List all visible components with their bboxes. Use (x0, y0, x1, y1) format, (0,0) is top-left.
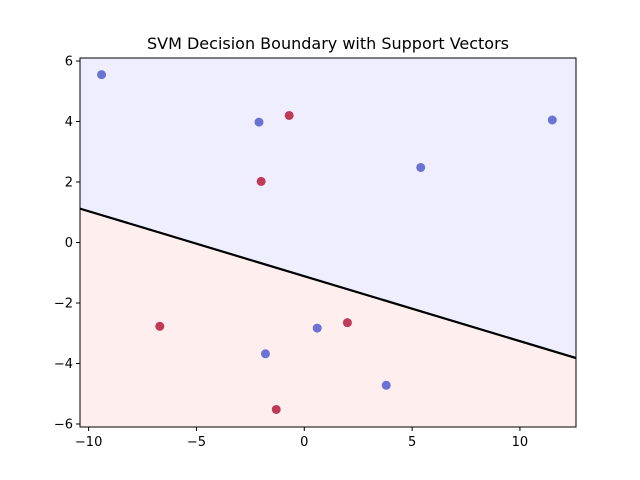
y-tick-label: −4 (54, 357, 73, 372)
y-tick-label: 2 (65, 176, 73, 191)
x-tick-label: 10 (512, 435, 529, 450)
data-point (416, 162, 426, 172)
chart-title: SVM Decision Boundary with Support Vecto… (147, 34, 509, 53)
data-point (97, 70, 107, 80)
data-point (254, 117, 264, 127)
data-point (284, 110, 294, 120)
region-upper (80, 58, 576, 359)
data-point (547, 115, 557, 125)
data-point (271, 404, 281, 414)
data-point (312, 323, 322, 333)
x-tick-label: 0 (300, 435, 308, 450)
data-point (381, 380, 391, 390)
y-tick-label: 6 (65, 55, 73, 70)
y-tick-label: 0 (65, 236, 73, 251)
y-tick-label: −2 (54, 296, 73, 311)
x-tick-label: −10 (75, 435, 102, 450)
data-point (342, 318, 352, 328)
decision-boundary-line (80, 207, 576, 360)
region-lower (80, 208, 576, 427)
data-point (260, 349, 270, 359)
data-point (155, 321, 165, 331)
x-tick-label: −5 (187, 435, 206, 450)
plot-area: −10 −5 0 5 10 −6 −4 −2 0 2 4 6 (54, 55, 577, 450)
y-tick-label: −6 (54, 417, 73, 432)
x-tick-label: 5 (408, 435, 416, 450)
data-point (256, 176, 266, 186)
y-tick-label: 4 (65, 115, 73, 130)
